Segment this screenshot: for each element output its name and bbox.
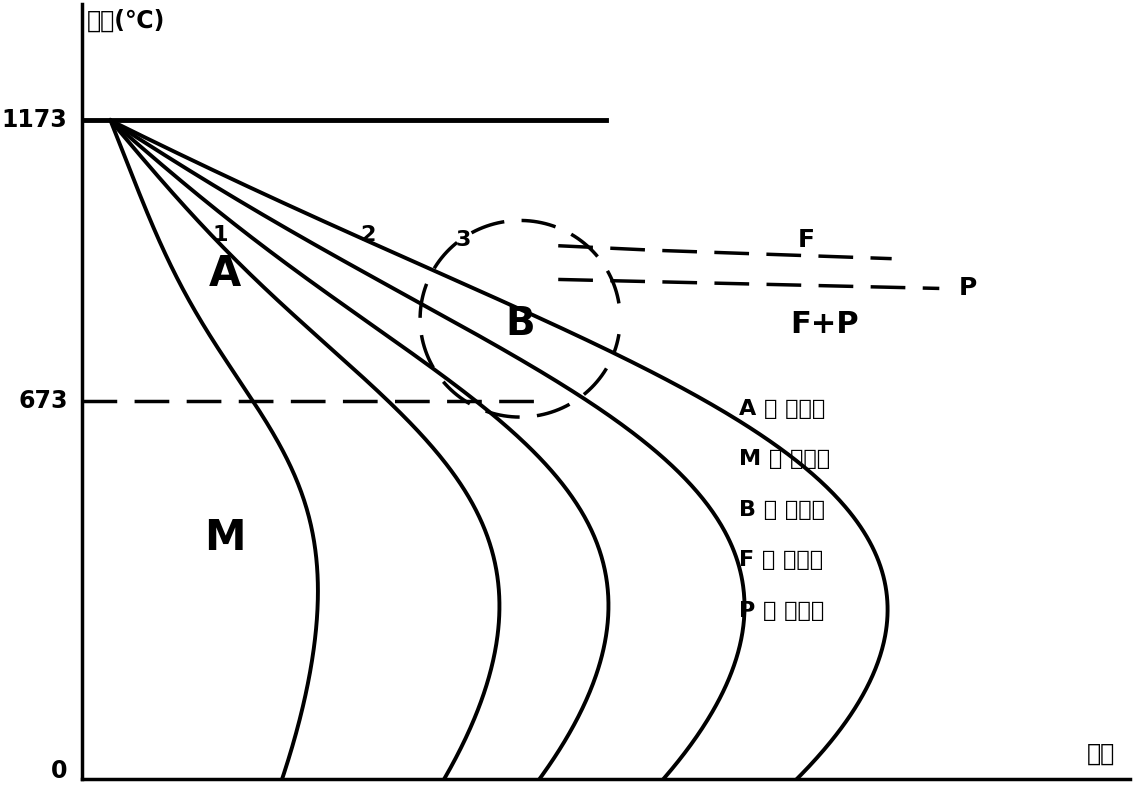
Text: P － 珠光体: P － 珠光体 [739, 601, 824, 621]
Text: 时间: 时间 [1088, 742, 1116, 765]
Text: 3: 3 [455, 230, 471, 250]
Text: 温度(℃): 温度(℃) [86, 9, 166, 33]
Text: A － 奥氏体: A － 奥氏体 [739, 398, 826, 419]
Text: M － 马氏体: M － 马氏体 [739, 449, 830, 469]
Text: 1: 1 [212, 225, 228, 245]
Text: F+P: F+P [790, 310, 860, 339]
Text: 673: 673 [18, 389, 68, 413]
Text: 2: 2 [359, 225, 375, 245]
Text: 1173: 1173 [2, 108, 68, 133]
Text: A: A [209, 252, 240, 295]
Text: F: F [797, 228, 814, 252]
Text: B － 贝氏体: B － 贝氏体 [739, 499, 826, 520]
Text: M: M [204, 517, 246, 559]
Text: 0: 0 [51, 759, 68, 783]
Text: F － 铁素体: F － 铁素体 [739, 551, 823, 570]
Text: B: B [506, 305, 535, 343]
Text: P: P [958, 276, 976, 300]
